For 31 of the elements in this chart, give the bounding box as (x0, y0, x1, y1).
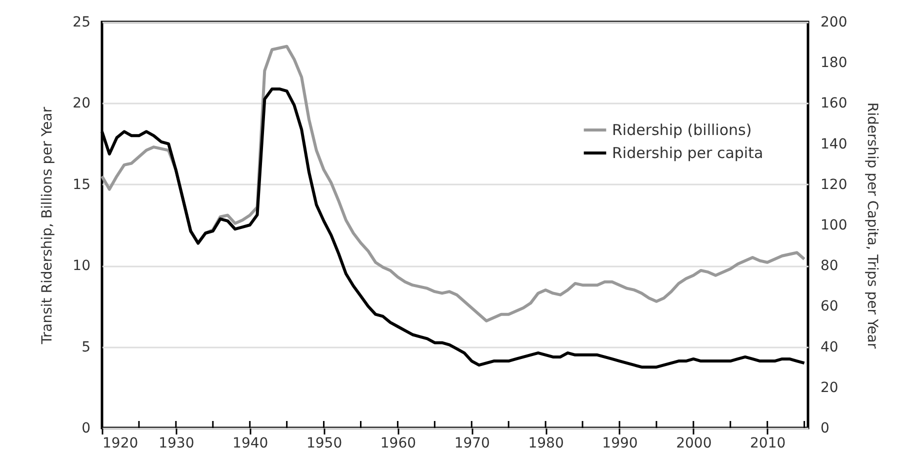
legend-label: Ridership (billions) (612, 121, 752, 139)
y2-tick-label: 140 (820, 136, 848, 152)
y-tick-label: 10 (72, 258, 90, 274)
y2-tick-label: 100 (820, 218, 848, 234)
y-tick-label: 15 (72, 176, 90, 193)
y2-tick-label: 160 (820, 96, 848, 112)
y2-tick-label: 120 (820, 176, 848, 193)
x-tick-label: 2000 (676, 436, 712, 452)
x-tick-label: 1990 (602, 436, 638, 452)
y2-tick-label: 40 (820, 339, 838, 356)
y2-tick-label: 60 (820, 298, 838, 315)
y2-tick-label: 200 (820, 14, 848, 30)
y-tick-label: 0 (82, 420, 90, 436)
x-tick-label: 1960 (380, 436, 416, 452)
x-tick-label: 1930 (158, 436, 194, 452)
y-tick-label: 25 (72, 14, 90, 30)
y2-tick-label: 20 (820, 380, 838, 396)
y-tick-label: 5 (82, 339, 90, 356)
x-tick-label: 1970 (454, 436, 490, 452)
y2-tick-label: 180 (820, 55, 848, 72)
x-tick-label: 2010 (750, 436, 786, 452)
y-tick-label: 20 (72, 96, 90, 112)
y2-tick-label: 80 (820, 258, 838, 274)
y2-axis-title: Ridership per Capita, Trips per Year (864, 102, 880, 349)
legend-label: Ridership per capita (612, 144, 764, 162)
y2-tick-label: 0 (820, 420, 830, 436)
y-axis-title: Transit Ridership, Billions per Year (40, 106, 56, 346)
x-tick-label: 1920 (102, 436, 138, 452)
x-tick-label: 1950 (306, 436, 342, 452)
x-tick-label: 1980 (528, 436, 564, 452)
x-tick-label: 1940 (232, 436, 268, 452)
